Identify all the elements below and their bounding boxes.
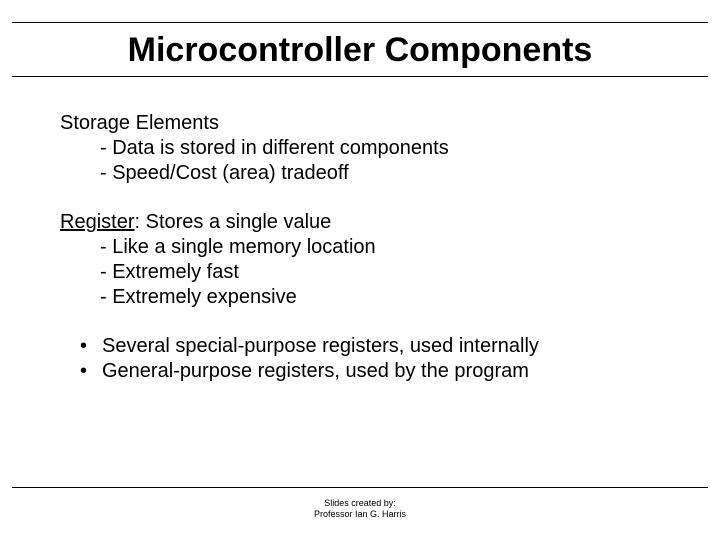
- section-item: - Extremely fast: [60, 260, 666, 285]
- footer-text: Slides created by: Professor Ian G. Harr…: [0, 498, 720, 521]
- section-item: - Like a single memory location: [60, 235, 666, 260]
- footer-line: Professor Ian G. Harris: [0, 509, 720, 520]
- bullet-list: • Several special-purpose registers, use…: [60, 334, 666, 384]
- bullet-text: General-purpose registers, used by the p…: [102, 359, 529, 384]
- section-item: - Speed/Cost (area) tradeoff: [60, 161, 666, 186]
- section-storage: Storage Elements - Data is stored in dif…: [60, 111, 666, 186]
- heading-rest: : Stores a single value: [134, 211, 331, 233]
- bullet-dot-icon: •: [80, 334, 102, 359]
- slide-body: Storage Elements - Data is stored in dif…: [0, 77, 720, 384]
- title-area: Microcontroller Components: [0, 0, 720, 77]
- section-register: Register: Stores a single value - Like a…: [60, 210, 666, 310]
- title-rule-top: [12, 22, 708, 23]
- section-item: - Extremely expensive: [60, 285, 666, 310]
- section-heading: Register: Stores a single value: [60, 210, 666, 235]
- bullet-item: • General-purpose registers, used by the…: [80, 359, 666, 384]
- footer-rule: [12, 487, 708, 488]
- bullet-item: • Several special-purpose registers, use…: [80, 334, 666, 359]
- heading-underlined: Register: [60, 211, 134, 233]
- footer-line: Slides created by:: [0, 498, 720, 509]
- slide-title: Microcontroller Components: [0, 25, 720, 74]
- bullet-dot-icon: •: [80, 359, 102, 384]
- bullet-text: Several special-purpose registers, used …: [102, 334, 539, 359]
- section-item: - Data is stored in different components: [60, 136, 666, 161]
- footer: Slides created by: Professor Ian G. Harr…: [0, 487, 720, 521]
- section-heading: Storage Elements: [60, 111, 666, 136]
- slide: { "title": "Microcontroller Components",…: [0, 0, 720, 540]
